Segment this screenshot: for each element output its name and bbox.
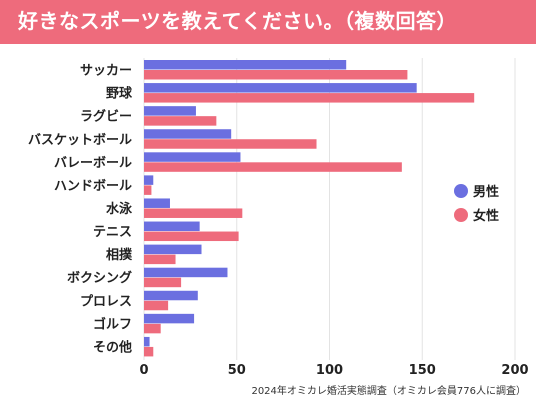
bar-male (144, 336, 150, 347)
bar-male (144, 129, 232, 139)
category-labels: サッカー野球ラグビーバスケットボールバレーボールハンドボール水泳テニス相撲ボクシ… (28, 64, 133, 356)
bar-female (144, 162, 402, 172)
bar-male (144, 198, 170, 208)
category-label: ハンドボール (54, 178, 132, 194)
category-label: その他 (93, 339, 132, 355)
bar-male (144, 152, 241, 162)
bar-male (144, 106, 196, 116)
x-tick-label: 100 (316, 363, 343, 378)
bar-male (144, 221, 200, 232)
bar-male (144, 175, 154, 185)
bar-female (144, 208, 243, 218)
bar-female (144, 254, 176, 265)
legend-label: 女性 (473, 208, 499, 224)
bar-male (144, 60, 347, 70)
page-title: 好きなスポーツを教えてください。（複数回答） (18, 9, 457, 33)
bar-female (144, 346, 154, 357)
bar-male (144, 290, 198, 301)
header-banner: 好きなスポーツを教えてください。（複数回答） (0, 0, 536, 44)
category-label: ラグビー (80, 109, 132, 125)
category-label: ボクシング (67, 270, 132, 286)
category-label: 野球 (106, 86, 133, 102)
x-tick-label: 0 (139, 363, 148, 378)
legend-marker (454, 184, 468, 198)
bar-female (144, 231, 239, 242)
bar-male (144, 267, 228, 278)
category-label: テニス (93, 225, 132, 240)
category-label: 相撲 (106, 247, 133, 263)
bar-female (144, 323, 161, 334)
bar-male (144, 83, 417, 93)
bar-female (144, 300, 169, 311)
category-label: ゴルフ (93, 316, 132, 332)
bar-female (144, 93, 475, 103)
legend-label: 男性 (473, 184, 499, 200)
source-note: 2024年オミカレ婚活実態調査（オミカレ会員776人に調査） (251, 386, 526, 397)
x-axis-ticks: 0 50 100 150 200 (139, 363, 528, 378)
bar-female (144, 116, 217, 126)
bars (144, 60, 475, 357)
category-label: サッカー (80, 64, 132, 79)
x-tick-label: 150 (409, 363, 436, 378)
bar-female (144, 277, 182, 288)
legend-marker (454, 208, 468, 222)
x-tick-label: 50 (228, 363, 246, 378)
category-label: バレーボール (54, 155, 132, 171)
category-label: バスケットボール (28, 132, 132, 148)
bar-male (144, 244, 202, 255)
x-tick-label: 200 (501, 363, 528, 378)
category-label: 水泳 (106, 201, 133, 217)
bar-female (144, 70, 408, 80)
bar-male (144, 313, 195, 324)
bar-female (144, 139, 317, 149)
category-label: プロレス (80, 294, 132, 309)
bar-female (144, 185, 152, 195)
